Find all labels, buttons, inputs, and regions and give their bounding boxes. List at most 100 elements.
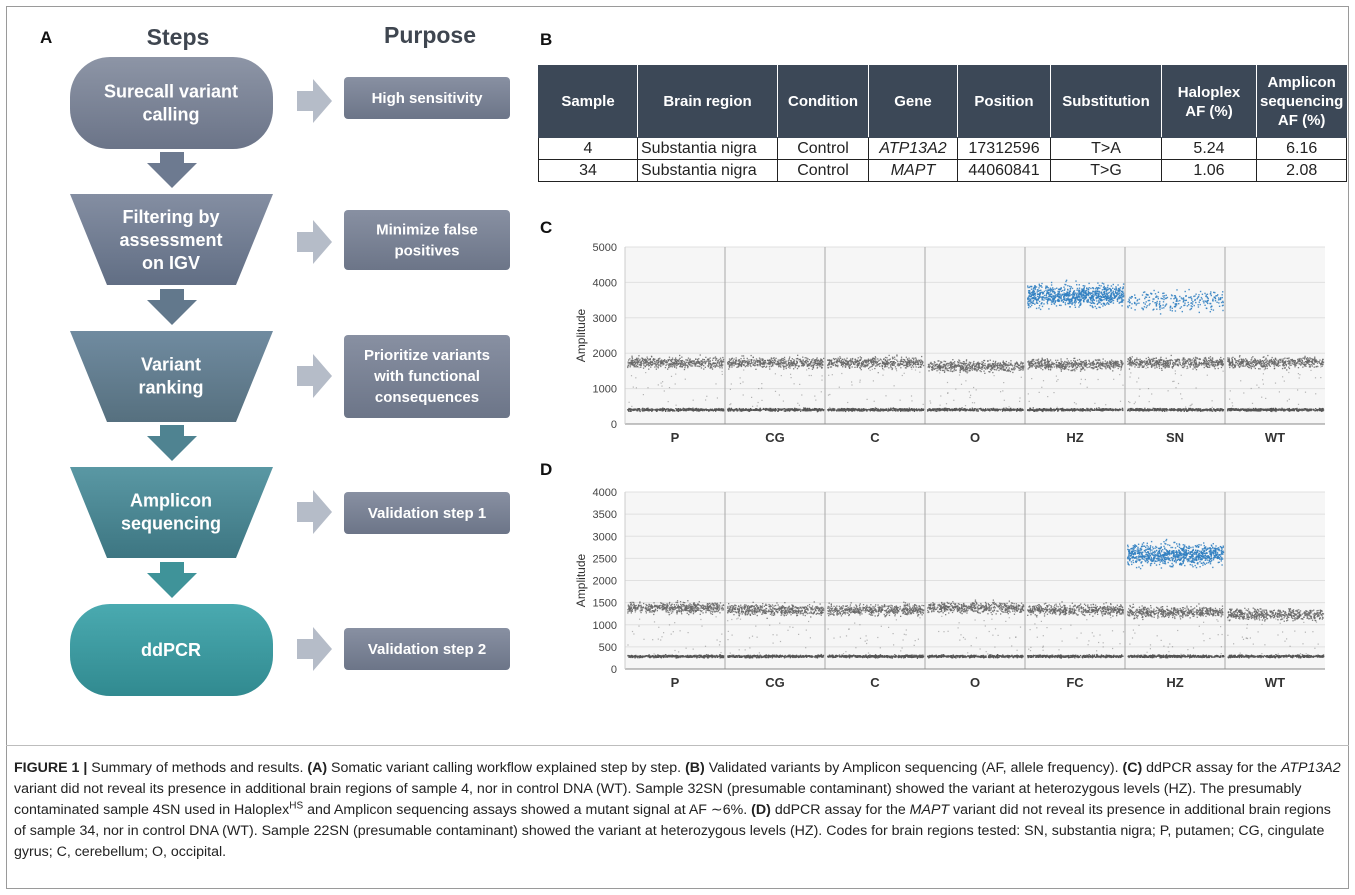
right-arrow-icon [297, 354, 332, 398]
well-c-droplets [827, 354, 925, 413]
purpose-label: consequences [375, 389, 479, 406]
caption-text: ddPCR assay for the [770, 802, 910, 818]
y-tick-label: 500 [599, 642, 617, 654]
y-tick-label: 3500 [593, 509, 617, 521]
table-cell: 44060841 [957, 159, 1051, 182]
purpose-box-2 [344, 210, 510, 270]
table-cell: 2.08 [1255, 159, 1348, 182]
caption-superscript: HS [289, 800, 304, 812]
x-tick-label: HZ [1166, 675, 1183, 690]
x-tick-label: O [970, 675, 980, 690]
panel-b-letter: B [540, 30, 553, 49]
well-hz-droplets [1027, 279, 1125, 413]
table-cell: T>G [1050, 159, 1162, 182]
purpose-label: High sensitivity [372, 90, 484, 107]
table-cell: 34 [538, 159, 638, 182]
panel-c-letter: C [540, 218, 553, 237]
table-cell: Control [777, 159, 869, 182]
table-row: 4 Substantia nigra Control ATP13A2 17312596 T… [538, 137, 1348, 160]
variants-table: Sample Brain region Condition Gene Position S… [538, 65, 1348, 182]
purpose-label: Prioritize variants [364, 347, 490, 364]
well-fc-droplets [1027, 601, 1125, 659]
caption-ref-b: (B) [685, 760, 705, 776]
well-o-droplets [927, 599, 1025, 659]
ddpcr-chart-c: 0 1000 2000 3000 4000 5000 Amplitude P CG C O HZ SN W… [574, 242, 1325, 445]
x-tick-label: CG [765, 675, 785, 690]
right-arrow-icon [297, 79, 332, 123]
y-tick-label: 0 [611, 664, 617, 676]
x-tick-label: P [671, 675, 680, 690]
right-arrow-icon [297, 490, 332, 534]
table-header-cell: Sample [538, 65, 638, 138]
caption-gene: ATP13A2 [1280, 760, 1341, 776]
caption-ref-c: (C) [1122, 760, 1143, 776]
purpose-box-4 [344, 492, 510, 534]
workflow-diagram: Surecall variant calling Filtering by asses… [70, 57, 510, 696]
well-o-droplets [927, 359, 1025, 412]
table-header-cell: Position [957, 65, 1051, 138]
purpose-heading: Purpose [383, 22, 477, 48]
step-label: sequencing [121, 514, 221, 534]
well-c-droplets [827, 601, 925, 659]
caption-text: variant did not reveal its presence in a… [14, 802, 1331, 860]
step-4-shape [70, 467, 273, 558]
x-tick-label: HZ [1066, 430, 1083, 445]
table-header-cell: Condition [777, 65, 869, 138]
well-cg-droplets [727, 354, 825, 413]
figure-frame [6, 6, 1349, 889]
caption-ref-a: (A) [307, 760, 328, 776]
y-axis-label: Amplitude [574, 554, 588, 608]
step-label: Filtering by [122, 207, 219, 227]
well-sn-droplets [1127, 288, 1225, 412]
x-tick-label: O [970, 430, 980, 445]
well-p-droplets [627, 600, 725, 659]
y-tick-label: 0 [611, 419, 617, 431]
down-arrow-icon [147, 152, 197, 188]
table-cell: MAPT [868, 159, 958, 182]
y-tick-label: 4000 [593, 487, 617, 499]
step-label: Variant [141, 355, 201, 375]
caption-text: ddPCR assay for the [1142, 760, 1281, 776]
purpose-label: Minimize false [376, 222, 478, 239]
panel-a-letter: A [40, 28, 53, 47]
x-tick-label: FC [1066, 675, 1084, 690]
right-arrow-icon [297, 220, 332, 264]
panel-d-letter: D [540, 460, 553, 479]
well-wt-droplets [1227, 354, 1325, 413]
step-3-shape [70, 331, 273, 422]
table-cell: 1.06 [1161, 159, 1257, 182]
x-tick-label: CG [765, 430, 785, 445]
table-cell: Control [777, 137, 869, 160]
step-label: ddPCR [141, 640, 201, 660]
table-cell: Substantia nigra [637, 159, 778, 182]
plot-area [625, 247, 1325, 424]
well-p-droplets [627, 354, 725, 413]
caption-text: Validated variants by Amplicon sequencin… [704, 760, 1123, 776]
well-cg-droplets [727, 601, 825, 659]
purpose-label: Validation step 1 [368, 505, 486, 522]
x-tick-label: WT [1265, 430, 1285, 445]
table-cell: 17312596 [957, 137, 1051, 160]
caption-ref-d: (D) [751, 802, 771, 818]
table-cell: 6.16 [1255, 137, 1348, 160]
x-tick-label: P [671, 430, 680, 445]
x-tick-label: SN [1166, 430, 1184, 445]
purpose-label: positives [394, 243, 459, 260]
table-header-cell: Brain region [637, 65, 778, 138]
y-tick-label: 1000 [593, 620, 617, 632]
purpose-box-3 [344, 335, 510, 418]
step-5-shape [70, 604, 273, 696]
down-arrow-icon [147, 562, 197, 598]
x-tick-label: WT [1265, 675, 1285, 690]
step-label: ranking [138, 378, 203, 398]
well-wt-droplets [1227, 607, 1325, 659]
y-tick-label: 3000 [593, 313, 617, 325]
step-label: calling [142, 105, 199, 125]
purpose-box-5 [344, 628, 510, 670]
y-tick-label: 1500 [593, 598, 617, 610]
caption-divider [6, 745, 1349, 746]
caption-gene: MAPT [909, 802, 950, 818]
table-header-cell: Amplicon sequencing AF (%) [1255, 65, 1348, 138]
table-cell: Substantia nigra [637, 137, 778, 160]
step-2-shape [70, 194, 273, 285]
